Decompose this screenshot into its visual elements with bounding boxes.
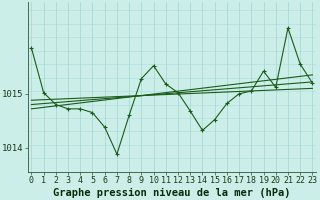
X-axis label: Graphe pression niveau de la mer (hPa): Graphe pression niveau de la mer (hPa) (53, 188, 291, 198)
